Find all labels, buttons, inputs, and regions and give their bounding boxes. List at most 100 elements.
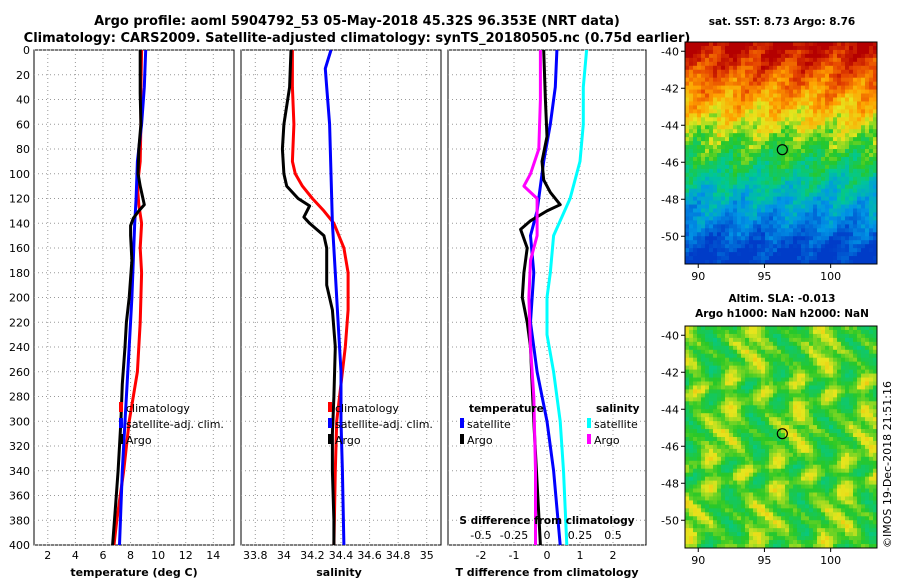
map-cell	[801, 53, 806, 59]
map-cell	[833, 345, 838, 351]
legend-temp-satellite: satellite	[467, 418, 511, 431]
map-cell	[709, 57, 714, 63]
map-cell	[849, 421, 854, 426]
map-cell	[785, 160, 790, 166]
map-cell	[689, 109, 694, 114]
map-cell	[741, 188, 746, 194]
map-cell	[693, 369, 698, 374]
legend-swatch-climatology	[328, 402, 332, 412]
map-cell	[693, 256, 698, 261]
map-cell	[833, 89, 838, 94]
map-cell	[757, 216, 762, 221]
map-cell	[709, 105, 714, 110]
map-cell	[849, 464, 854, 470]
map-cell	[725, 401, 730, 406]
map-cell	[769, 121, 774, 126]
map-cell	[741, 196, 746, 201]
map-cell	[805, 212, 810, 217]
map-cell	[709, 236, 714, 241]
map-cell	[817, 93, 822, 98]
map-cell	[865, 460, 870, 466]
map-cell	[753, 220, 758, 225]
map-cell	[829, 109, 834, 114]
map-cell	[769, 401, 774, 406]
map-cell	[701, 93, 706, 98]
map-cell	[833, 65, 838, 71]
map-cell	[693, 389, 698, 394]
map-cell	[773, 393, 778, 398]
map-cell	[717, 232, 722, 237]
map-cell	[853, 196, 858, 201]
map-cell	[865, 216, 870, 221]
map-cell	[685, 444, 690, 450]
map-cell	[713, 42, 718, 47]
map-cell	[749, 93, 754, 98]
map-cell	[705, 101, 710, 106]
map-cell	[781, 160, 786, 166]
map-cell	[765, 101, 770, 106]
map-cell	[809, 329, 814, 335]
map-cell	[717, 93, 722, 98]
map-cell	[697, 248, 702, 253]
map-cell	[821, 401, 826, 406]
map-cell	[693, 216, 698, 221]
map-cell	[857, 405, 862, 410]
map-cell	[721, 49, 726, 55]
map-cell	[793, 456, 798, 462]
map-cell	[841, 361, 846, 367]
map-cell	[781, 496, 786, 501]
map-cell	[697, 81, 702, 86]
map-cell	[741, 417, 746, 422]
map-cell	[789, 256, 794, 261]
map-cell	[741, 429, 746, 434]
map-cell	[765, 97, 770, 102]
map-cell	[721, 101, 726, 106]
map-cell	[705, 133, 710, 138]
map-cell	[789, 456, 794, 462]
map-cell	[873, 444, 878, 450]
map-cell	[853, 464, 858, 470]
map-cell	[713, 105, 718, 110]
map-cell	[773, 456, 778, 462]
map-cell	[773, 109, 778, 114]
map-cell	[869, 417, 874, 422]
map-cell	[701, 468, 706, 474]
map-cell	[705, 180, 710, 186]
map-cell	[841, 121, 846, 126]
map-cell	[793, 77, 798, 83]
map-cell	[729, 337, 734, 343]
map-cell	[797, 433, 802, 438]
map-cell	[741, 381, 746, 386]
map-cell	[721, 228, 726, 233]
map-cell	[725, 413, 730, 418]
map-cell	[825, 365, 830, 370]
map-cell	[777, 417, 782, 422]
map-cell	[869, 413, 874, 418]
map-cell	[837, 236, 842, 241]
map-cell	[773, 448, 778, 454]
map-cell	[725, 180, 730, 186]
map-cell	[697, 476, 702, 481]
map-cell	[717, 345, 722, 351]
map-y-tick-label: -48	[661, 193, 679, 206]
map-cell	[865, 345, 870, 351]
map-cell	[845, 397, 850, 402]
map-cell	[853, 337, 858, 343]
map-cell	[729, 109, 734, 114]
map-cell	[733, 216, 738, 221]
map-cell	[797, 61, 802, 67]
map-cell	[705, 153, 710, 158]
map-cell	[865, 440, 870, 446]
map-cell	[697, 145, 702, 150]
map-cell	[793, 492, 798, 497]
map-cell	[845, 109, 850, 114]
map-cell	[773, 192, 778, 197]
map-cell	[857, 121, 862, 126]
map-cell	[785, 405, 790, 410]
map-cell	[761, 188, 766, 194]
map-cell	[821, 168, 826, 174]
map-cell	[805, 224, 810, 229]
map-cell	[753, 488, 758, 493]
map-cell	[693, 341, 698, 347]
map-cell	[809, 413, 814, 418]
